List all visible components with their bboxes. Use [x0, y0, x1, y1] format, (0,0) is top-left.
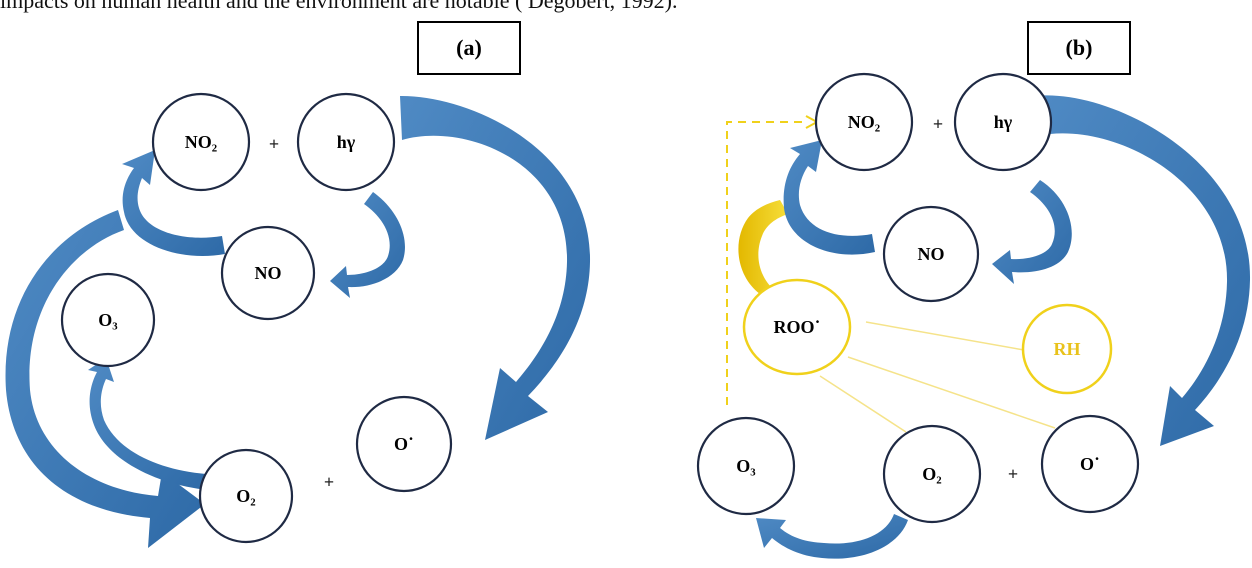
arrow-hv-to-no — [330, 192, 405, 298]
node-o2-circle-a — [198, 448, 294, 544]
node-no-circle-b — [882, 205, 980, 303]
plus-operator-b2: + — [1008, 464, 1018, 484]
arrow-roo-to-no — [738, 200, 788, 294]
node-o2-circle-b — [882, 424, 982, 524]
arrow-hv-to-o-radical-b — [1035, 95, 1251, 446]
dashed-arrow-o3-to-no2 — [726, 121, 808, 405]
node-hv-circle-b — [953, 72, 1053, 172]
node-o3-label-a: O₃ — [98, 310, 118, 330]
arrow-o2-to-o3-b — [756, 514, 908, 559]
arrow-no-to-no2-b — [783, 140, 875, 255]
node-no-label-b: NO — [918, 244, 945, 264]
node-no2-label-b: NO₂ — [848, 112, 880, 132]
arrow-o2-to-o3 — [88, 358, 208, 490]
node-hv-label-a: hγ — [337, 132, 356, 152]
node-o3-label-b: O₃ — [736, 456, 756, 476]
plus-operator-a1: + — [269, 134, 279, 154]
panel-a: NO₂ hγ NO O₃ O₂ O˙ + + — [5, 92, 591, 548]
node-o3-circle-a — [60, 272, 156, 368]
node-rh-circle-b — [1021, 303, 1113, 395]
arrow-no-to-no2 — [122, 150, 225, 256]
arrow-left-loop-to-o2 — [5, 210, 206, 548]
panel-b: NO₂ hγ NO ROO˙ RH O₃ O₂ O˙ + + — [696, 72, 1251, 559]
node-o3-circle-b — [696, 416, 796, 516]
caption-text-fragment: impacts on human health and the environm… — [0, 0, 678, 13]
node-no2-label-a: NO₂ — [185, 132, 217, 152]
arrow-hv-to-o-radical — [400, 95, 591, 441]
node-o-radical-label-b: O˙ — [1080, 454, 1100, 474]
arrow-hv-to-no-b — [992, 180, 1072, 284]
line-o2-to-roo — [819, 375, 907, 433]
node-hv-label-b: hγ — [994, 112, 1013, 132]
plus-operator-a2: + — [324, 472, 334, 492]
node-roo-circle-b — [742, 278, 852, 376]
node-rh-label-b: RH — [1054, 339, 1081, 359]
node-o2-label-b: O₂ — [922, 464, 941, 484]
node-o-radical-circle-b — [1040, 414, 1140, 514]
node-o-radical-label-a: O˙ — [394, 434, 414, 454]
node-o2-label-a: O₂ — [236, 486, 255, 506]
node-no2-circle-a — [151, 92, 251, 192]
node-no-label-a: NO — [255, 263, 282, 283]
node-roo-label-b: ROO˙ — [774, 317, 821, 337]
panel-label-b: (b) — [1027, 21, 1131, 75]
node-o-radical-circle-a — [355, 395, 453, 493]
line-o-radical-to-roo — [847, 356, 1056, 429]
line-rh-to-roo — [865, 321, 1025, 351]
plus-operator-b1: + — [933, 114, 943, 134]
node-no-circle-a — [220, 225, 316, 321]
node-no2-circle-b — [814, 72, 914, 172]
node-hv-circle-a — [296, 92, 396, 192]
panel-label-a: (a) — [417, 21, 521, 75]
